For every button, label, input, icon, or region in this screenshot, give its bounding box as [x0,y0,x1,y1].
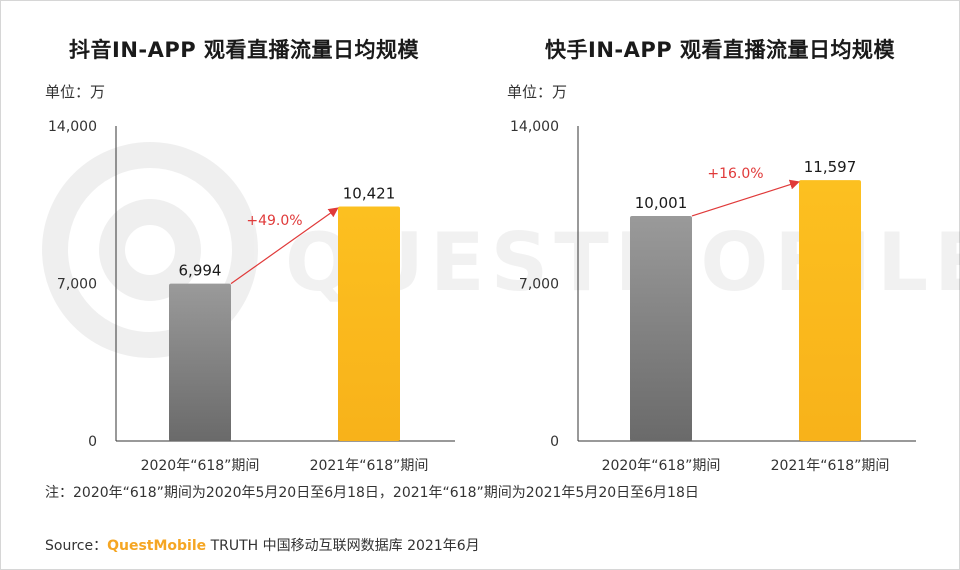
bar-chart-douyin: 0 7,000 14,000 6,994 2020年“618”期间 10,421 2021年… [48,119,455,474]
unit-label-douyin: 单位：万 [45,83,106,101]
footnote: 注：2020年“618”期间为2020年5月20日至6月18日，2021年“61… [45,485,699,501]
chart-title-douyin: 抖音IN-APP 观看直播流量日均规模 [69,38,419,62]
y-tick-label: 14,000 [510,119,559,135]
source-prefix: Source： [45,538,108,554]
growth-arrow [691,179,800,217]
bar-value-label: 10,421 [343,185,396,203]
bar-value-label: 10,001 [635,194,688,212]
y-tick-label: 7,000 [519,277,559,293]
growth-arrow [230,207,339,285]
source-line: Source：QuestMobile TRUTH 中国移动互联网数据库 2021… [45,535,480,555]
bar-2021 [799,180,861,441]
y-tick-label: 7,000 [57,277,97,293]
bar-2020 [630,215,692,441]
bar-2020 [169,283,231,441]
growth-label: +49.0% [246,213,302,229]
bar-value-label: 6,994 [179,262,222,280]
y-tick-label: 14,000 [48,119,97,135]
x-category-label: 2021年“618”期间 [771,458,890,474]
bar-2021 [338,206,400,441]
x-category-label: 2020年“618”期间 [141,458,260,474]
y-tick-label: 0 [88,434,97,450]
source-brand: QuestMobile [107,538,207,554]
x-category-label: 2021年“618”期间 [310,458,429,474]
unit-label-kuaishou: 单位：万 [507,83,568,101]
bar-chart-kuaishou: 0 7,000 14,000 10,001 2020年“618”期间 11,597 2021… [510,119,916,474]
bar-value-label: 11,597 [804,158,857,176]
x-category-label: 2020年“618”期间 [602,458,721,474]
growth-label: +16.0% [707,166,763,182]
source-suffix: TRUTH 中国移动互联网数据库 2021年6月 [206,538,480,554]
chart-title-kuaishou: 快手IN-APP 观看直播流量日均规模 [545,38,895,62]
y-tick-label: 0 [550,434,559,450]
